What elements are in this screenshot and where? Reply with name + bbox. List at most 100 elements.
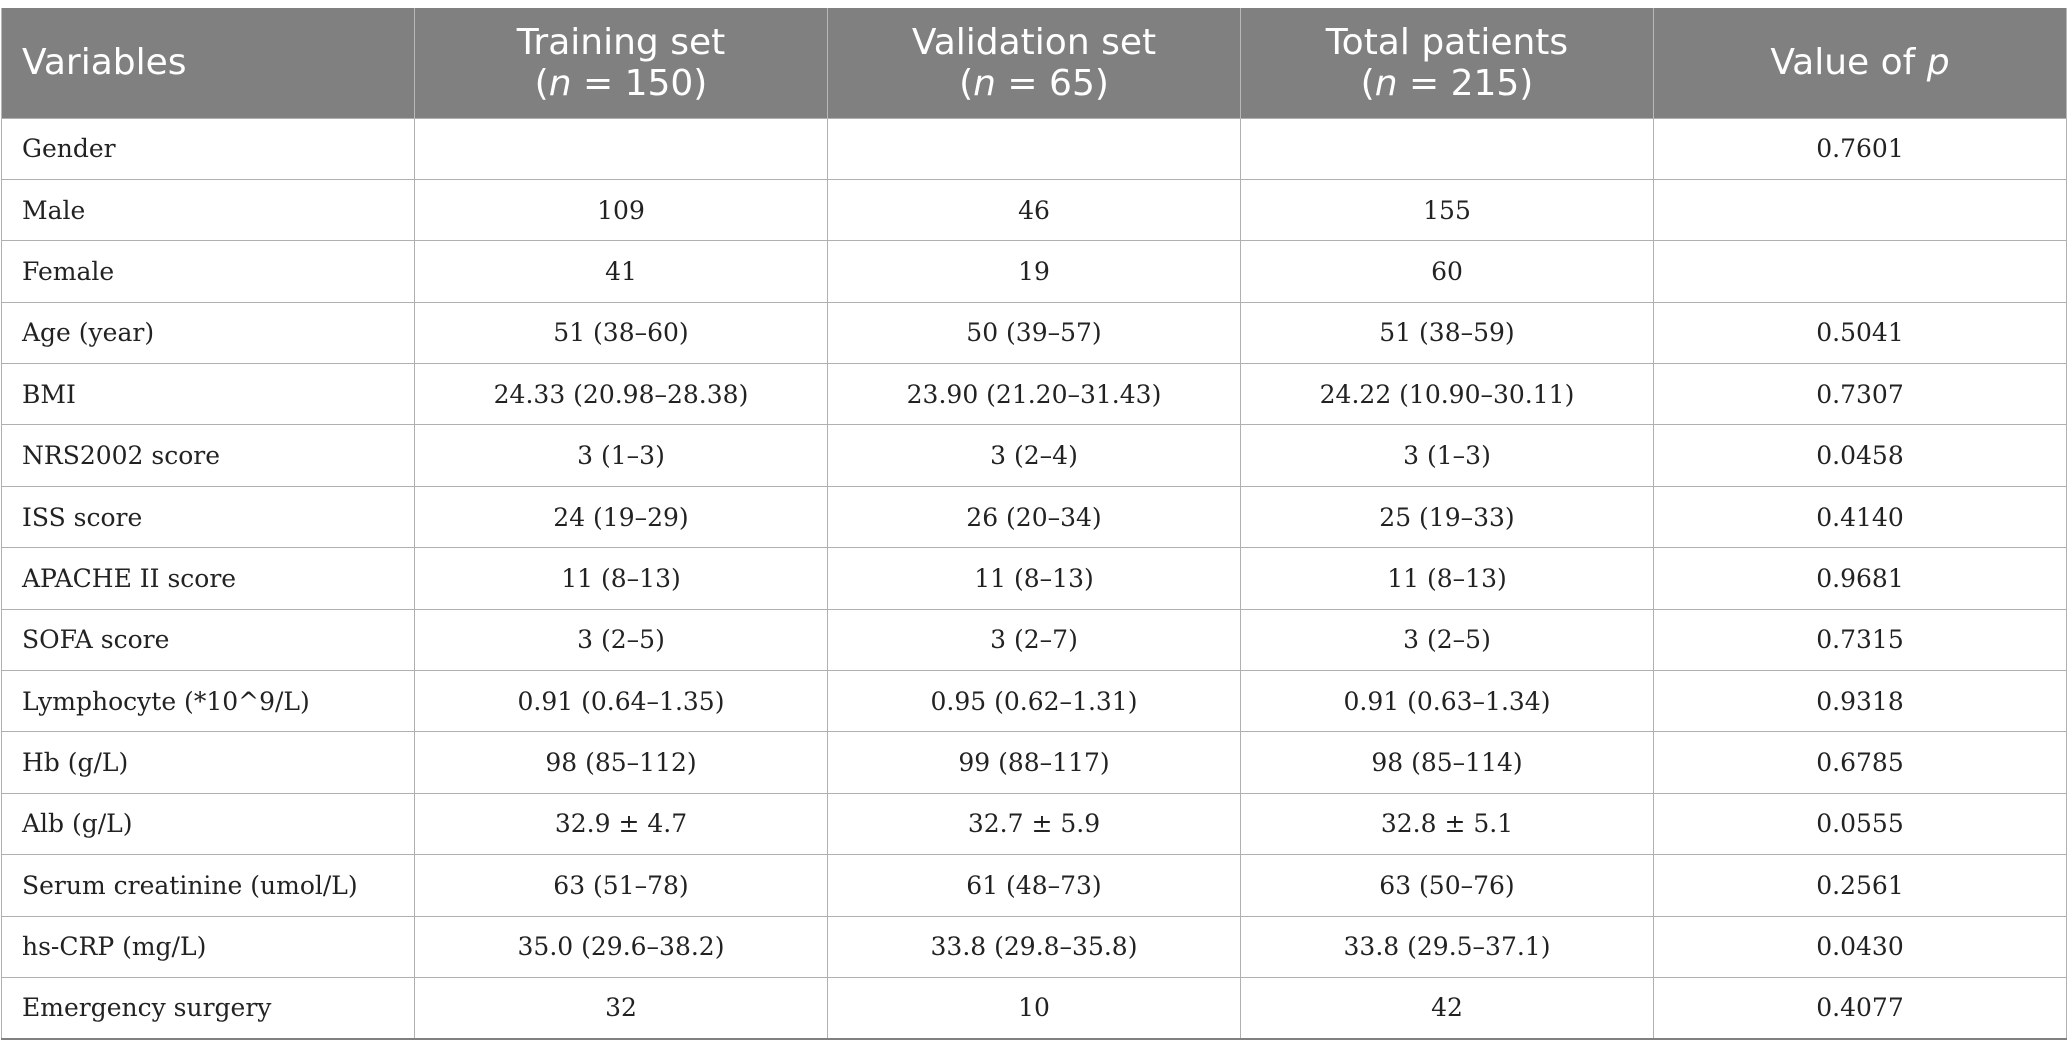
table-row: Gender 0.7601 bbox=[1, 117, 2067, 180]
variable-cell: Male bbox=[1, 178, 415, 242]
validation-set-cell: 99 (88–117) bbox=[827, 731, 1241, 794]
training-set-cell: 32 bbox=[414, 976, 828, 1040]
table-row: Serum creatinine (umol/L) 63 (51–78) 61 (4… bbox=[1, 854, 2067, 917]
header-p-value-label: Value of bbox=[1770, 42, 1927, 84]
validation-set-cell: 50 (39–57) bbox=[827, 301, 1241, 365]
header-row: Variables Training set (n = 150) Validat… bbox=[1, 8, 2067, 118]
validation-set-cell: 10 bbox=[827, 976, 1241, 1040]
total-patients-cell: 60 bbox=[1240, 240, 1654, 303]
validation-set-cell bbox=[827, 117, 1241, 180]
training-set-cell: 24 (19–29) bbox=[414, 485, 828, 549]
total-patients-cell: 155 bbox=[1240, 178, 1654, 242]
variable-cell: ISS score bbox=[1, 485, 415, 549]
table-row: NRS2002 score 3 (1–3) 3 (2–4) 3 (1–3) 0.0458 bbox=[1, 424, 2067, 487]
p-value-cell: 0.9318 bbox=[1653, 670, 2067, 733]
validation-set-cell: 26 (20–34) bbox=[827, 485, 1241, 549]
training-set-cell: 3 (2–5) bbox=[414, 608, 828, 672]
header-p-value: Value of p bbox=[1653, 8, 2067, 118]
table-row: Age (year) 51 (38–60) 50 (39–57) 51 (38–59)… bbox=[1, 301, 2067, 365]
validation-set-cell: 3 (2–7) bbox=[827, 608, 1241, 672]
header-training-set-n: (n = 150) bbox=[534, 62, 708, 104]
variable-cell: Lymphocyte (*10^9/L) bbox=[1, 670, 415, 733]
p-value-cell: 0.0555 bbox=[1653, 792, 2067, 856]
header-total-patients: Total patients (n = 215) bbox=[1240, 8, 1654, 118]
p-value-cell: 0.0458 bbox=[1653, 424, 2067, 487]
p-value-cell: 0.6785 bbox=[1653, 731, 2067, 794]
total-patients-cell: 0.91 (0.63–1.34) bbox=[1240, 670, 1654, 733]
training-set-cell: 3 (1–3) bbox=[414, 424, 828, 487]
validation-set-cell: 61 (48–73) bbox=[827, 854, 1241, 917]
training-set-cell: 0.91 (0.64–1.35) bbox=[414, 670, 828, 733]
table-row: Lymphocyte (*10^9/L) 0.91 (0.64–1.35) 0.95… bbox=[1, 670, 2067, 733]
training-set-cell: 98 (85–112) bbox=[414, 731, 828, 794]
patient-characteristics-table: Variables Training set (n = 150) Validat… bbox=[1, 8, 2067, 1040]
p-value-cell: 0.7307 bbox=[1653, 363, 2067, 426]
total-patients-cell: 25 (19–33) bbox=[1240, 485, 1654, 549]
p-value-cell: 0.5041 bbox=[1653, 301, 2067, 365]
p-value-cell bbox=[1653, 178, 2067, 242]
total-patients-cell: 3 (1–3) bbox=[1240, 424, 1654, 487]
validation-set-cell: 0.95 (0.62–1.31) bbox=[827, 670, 1241, 733]
total-patients-cell: 51 (38–59) bbox=[1240, 301, 1654, 365]
training-set-cell: 35.0 (29.6–38.2) bbox=[414, 915, 828, 978]
variable-cell: BMI bbox=[1, 363, 415, 426]
header-variables: Variables bbox=[1, 8, 415, 118]
table-row: SOFA score 3 (2–5) 3 (2–7) 3 (2–5) 0.7315 bbox=[1, 608, 2067, 672]
validation-set-cell: 46 bbox=[827, 178, 1241, 242]
p-value-cell: 0.4077 bbox=[1653, 976, 2067, 1040]
variable-cell: Emergency surgery bbox=[1, 976, 415, 1040]
header-total-patients-title: Total patients bbox=[1325, 21, 1569, 63]
training-set-cell: 11 (8–13) bbox=[414, 547, 828, 610]
total-patients-cell: 24.22 (10.90–30.11) bbox=[1240, 363, 1654, 426]
variable-cell: APACHE II score bbox=[1, 547, 415, 610]
validation-set-cell: 32.7 ± 5.9 bbox=[827, 792, 1241, 856]
validation-set-cell: 33.8 (29.8–35.8) bbox=[827, 915, 1241, 978]
table-row: APACHE II score 11 (8–13) 11 (8–13) 11 (8–1… bbox=[1, 547, 2067, 610]
header-training-set-title: Training set bbox=[516, 21, 726, 63]
total-patients-cell: 11 (8–13) bbox=[1240, 547, 1654, 610]
table-row: Hb (g/L) 98 (85–112) 99 (88–117) 98 (85–114… bbox=[1, 731, 2067, 794]
variable-cell: Female bbox=[1, 240, 415, 303]
data-table-container: Variables Training set (n = 150) Validat… bbox=[1, 8, 2067, 1040]
table-row: Alb (g/L) 32.9 ± 4.7 32.7 ± 5.9 32.8 ± 5.1 0… bbox=[1, 792, 2067, 856]
p-value-cell: 0.0430 bbox=[1653, 915, 2067, 978]
table-row: hs-CRP (mg/L) 35.0 (29.6–38.2) 33.8 (29.8–… bbox=[1, 915, 2067, 978]
variable-cell: Gender bbox=[1, 117, 415, 180]
total-patients-cell: 3 (2–5) bbox=[1240, 608, 1654, 672]
p-value-cell: 0.9681 bbox=[1653, 547, 2067, 610]
variable-cell: Age (year) bbox=[1, 301, 415, 365]
training-set-cell: 51 (38–60) bbox=[414, 301, 828, 365]
header-validation-set-n: (n = 65) bbox=[959, 62, 1109, 104]
total-patients-cell: 63 (50–76) bbox=[1240, 854, 1654, 917]
table-row: Male 109 46 155 bbox=[1, 178, 2067, 242]
p-value-cell: 0.7315 bbox=[1653, 608, 2067, 672]
training-set-cell: 32.9 ± 4.7 bbox=[414, 792, 828, 856]
table-header: Variables Training set (n = 150) Validat… bbox=[1, 8, 2067, 118]
variable-cell: Hb (g/L) bbox=[1, 731, 415, 794]
header-variables-label: Variables bbox=[22, 42, 187, 84]
header-validation-set: Validation set (n = 65) bbox=[827, 8, 1241, 118]
p-value-cell bbox=[1653, 240, 2067, 303]
p-value-cell: 0.4140 bbox=[1653, 485, 2067, 549]
table-row: BMI 24.33 (20.98–28.38) 23.90 (21.20–31.43… bbox=[1, 363, 2067, 426]
header-total-patients-n: (n = 215) bbox=[1360, 62, 1534, 104]
header-p-value-italic: p bbox=[1926, 42, 1950, 84]
p-value-cell: 0.7601 bbox=[1653, 117, 2067, 180]
training-set-cell: 41 bbox=[414, 240, 828, 303]
total-patients-cell: 98 (85–114) bbox=[1240, 731, 1654, 794]
total-patients-cell: 42 bbox=[1240, 976, 1654, 1040]
total-patients-cell: 32.8 ± 5.1 bbox=[1240, 792, 1654, 856]
table-row: ISS score 24 (19–29) 26 (20–34) 25 (19–33) 0… bbox=[1, 485, 2067, 549]
table-body: Gender 0.7601 Male 109 46 155 Female 41 19 60 Age … bbox=[1, 117, 2067, 1040]
variable-cell: SOFA score bbox=[1, 608, 415, 672]
table-row: Emergency surgery 32 10 42 0.4077 bbox=[1, 976, 2067, 1040]
training-set-cell bbox=[414, 117, 828, 180]
p-value-cell: 0.2561 bbox=[1653, 854, 2067, 917]
training-set-cell: 24.33 (20.98–28.38) bbox=[414, 363, 828, 426]
variable-cell: NRS2002 score bbox=[1, 424, 415, 487]
training-set-cell: 63 (51–78) bbox=[414, 854, 828, 917]
total-patients-cell: 33.8 (29.5–37.1) bbox=[1240, 915, 1654, 978]
table-row: Female 41 19 60 bbox=[1, 240, 2067, 303]
validation-set-cell: 23.90 (21.20–31.43) bbox=[827, 363, 1241, 426]
header-validation-set-title: Validation set bbox=[911, 21, 1157, 63]
